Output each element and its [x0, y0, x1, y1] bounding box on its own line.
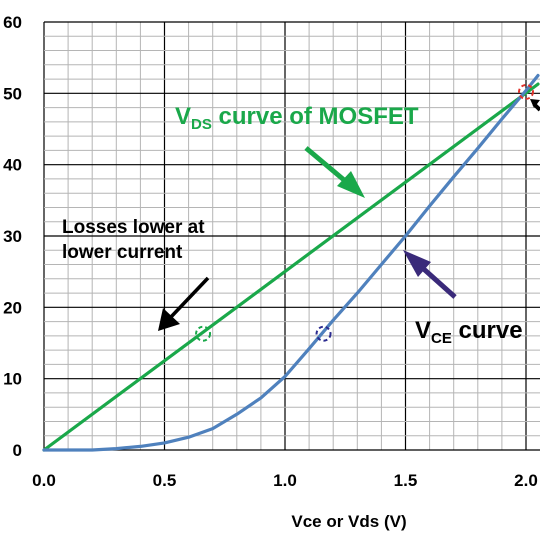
losses-label-line-2: lower current: [62, 242, 183, 263]
top-right-arrow: [530, 99, 540, 112]
y-tick-label: 0: [13, 441, 22, 460]
vce-curve-label: VCE curve: [415, 317, 523, 347]
x-tick-labels: 0.0 0.5 1.0 1.5 2.0: [32, 471, 538, 490]
x-tick-label: 1.0: [273, 471, 297, 490]
vce-label-main: V: [415, 317, 431, 344]
losses-arrow: [158, 276, 210, 331]
y-tick-label: 30: [3, 227, 22, 246]
x-tick-label: 0.5: [153, 471, 177, 490]
vds-curve-label: VDS curve of MOSFET: [175, 103, 419, 133]
y-tick-label: 60: [3, 13, 22, 32]
markers-layer: [195, 83, 534, 342]
operating-point-marker: [518, 83, 534, 100]
y-tick-label: 50: [3, 84, 22, 103]
y-tick-label: 10: [3, 370, 22, 389]
x-tick-label: 0.0: [32, 471, 56, 490]
vds-label-main: V: [175, 103, 191, 130]
operating-point-marker: [195, 325, 212, 342]
vds-label-rest: curve of MOSFET: [212, 103, 419, 130]
vds-arrow: [304, 146, 365, 198]
vce-label-sub: CE: [431, 330, 452, 347]
y-tick-label: 40: [3, 156, 22, 175]
losses-label-line-1: Losses lower at: [62, 217, 205, 238]
x-tick-label: 2.0: [514, 471, 538, 490]
vds-mosfet-curve: [42, 82, 540, 452]
operating-point-marker: [315, 325, 332, 342]
grid: [43, 21, 540, 451]
x-tick-label: 1.5: [394, 471, 418, 490]
y-tick-label: 20: [3, 298, 22, 317]
series-layer: [42, 73, 540, 452]
vds-label-sub: DS: [191, 116, 212, 133]
vce-curve: [42, 73, 540, 452]
y-tick-labels: 0 10 20 30 40 50 60: [3, 13, 22, 460]
x-axis-title: Vce or Vds (V): [291, 512, 406, 531]
vce-arrow: [403, 250, 457, 299]
vce-label-rest: curve: [452, 317, 523, 344]
